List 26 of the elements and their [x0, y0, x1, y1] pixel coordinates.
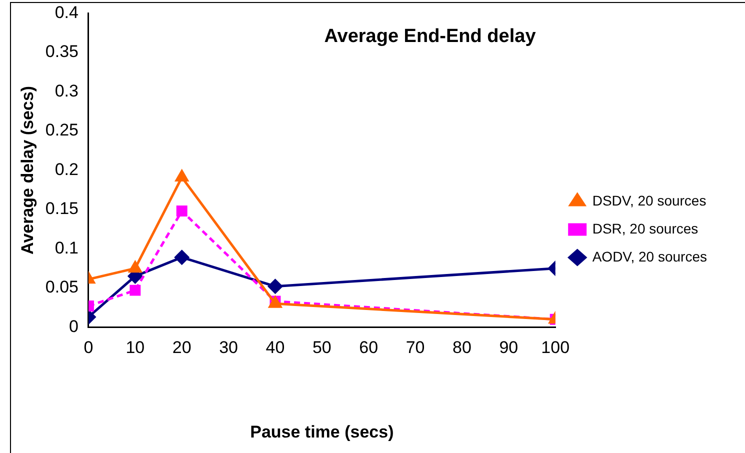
- legend-label: AODV, 20 sources: [592, 248, 708, 264]
- y-tick-label: 0.4: [54, 2, 78, 22]
- y-tick-label: 0.2: [54, 160, 78, 179]
- x-axis-title: Pause time (secs): [250, 422, 394, 442]
- y-tick-label: 0.1: [54, 238, 78, 258]
- y-tick-label: 0.15: [45, 199, 78, 218]
- text: Average End-End delay: [323, 26, 537, 48]
- x-tick-label: 10: [126, 338, 145, 358]
- x-tick-label: 80: [452, 338, 472, 358]
- y-tick-label: 0.25: [45, 120, 78, 140]
- legend-label: DSR, 20 sources: [592, 220, 698, 236]
- x-tick-label: 40: [266, 338, 285, 358]
- x-tick-label: 60: [359, 338, 378, 358]
- x-tick-label: 30: [219, 338, 238, 358]
- x-tick-label: 100: [541, 338, 570, 358]
- x-tick-label: 70: [406, 338, 425, 358]
- x-tick-label: 20: [172, 338, 192, 358]
- x-tick-label: 90: [499, 338, 518, 358]
- y-axis-title: Average delay (secs): [18, 86, 37, 254]
- y-tick-label: 0.35: [45, 42, 78, 62]
- y-tick-label: 0.05: [45, 278, 78, 297]
- y-tick-label: 0.3: [54, 81, 78, 100]
- y-tick-label: 0: [69, 316, 78, 336]
- x-tick-label: 0: [84, 338, 94, 358]
- x-tick-label: 50: [312, 338, 332, 358]
- legend-label: DSDV, 20 sources: [592, 192, 706, 208]
